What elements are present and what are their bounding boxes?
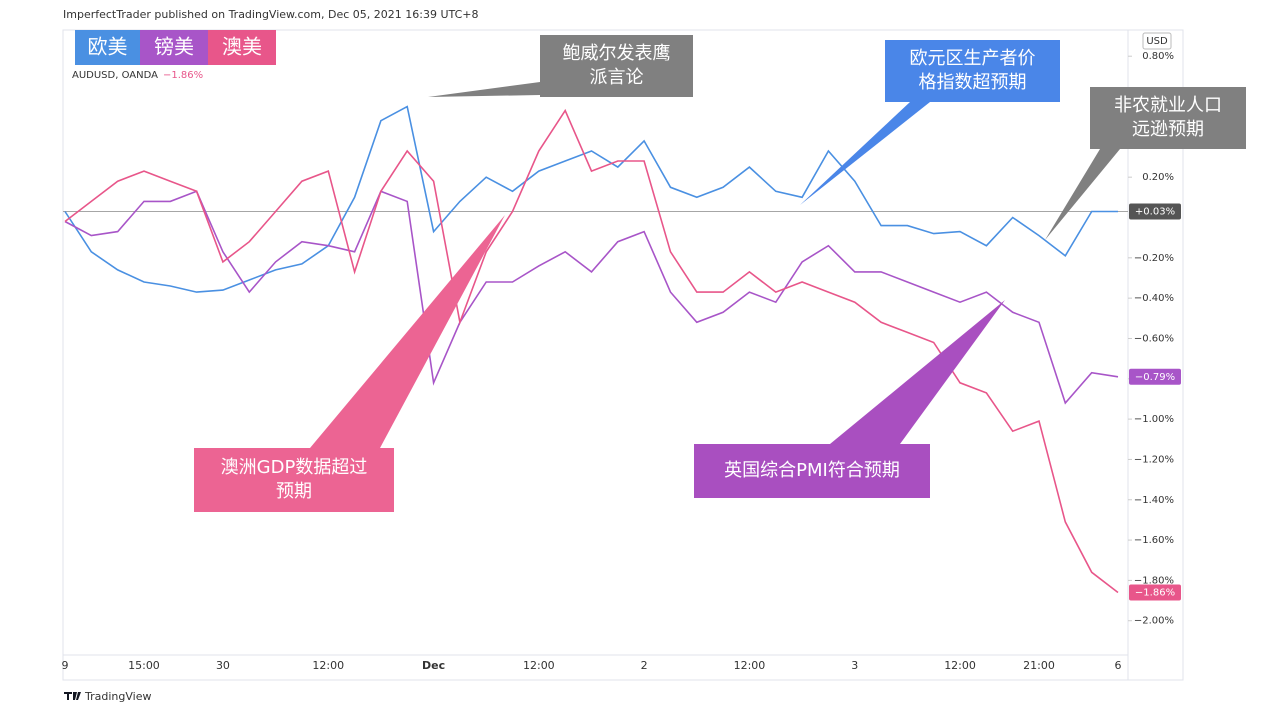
y-tick-label: −0.40% bbox=[1134, 293, 1174, 304]
series-line bbox=[64, 105, 1118, 293]
callout-pointer bbox=[800, 102, 930, 205]
x-tick-label: 6 bbox=[1115, 659, 1122, 672]
y-tick-label: −2.00% bbox=[1134, 616, 1174, 627]
callout-box bbox=[885, 40, 1060, 102]
unit-box bbox=[1142, 32, 1172, 50]
x-tick-label: 15:00 bbox=[128, 659, 160, 672]
last-value-label: +0.03% bbox=[1135, 206, 1175, 217]
callout-text: 派言论 bbox=[590, 67, 644, 88]
y-tick-label: −1.80% bbox=[1134, 575, 1174, 586]
x-tick-label: 2 bbox=[641, 659, 648, 672]
callout-box bbox=[694, 444, 930, 498]
callout-text: 远逊预期 bbox=[1132, 119, 1204, 140]
x-tick-label: 21:00 bbox=[1023, 659, 1055, 672]
callout-box bbox=[1090, 87, 1246, 149]
callout-text: 英国综合PMI符合预期 bbox=[724, 460, 900, 481]
callout-pointer bbox=[428, 82, 540, 97]
symbol: AUDUSD, OANDA bbox=[72, 70, 158, 81]
callout-text: 鲍威尔发表鹰 bbox=[563, 43, 671, 64]
y-tick-label: −1.40% bbox=[1134, 495, 1174, 506]
y-tick-label: −0.20% bbox=[1134, 253, 1174, 264]
footer: TradingView bbox=[84, 690, 151, 703]
frame bbox=[62, 29, 1184, 681]
legend-label: 镑美 bbox=[154, 35, 194, 59]
last-value-tag bbox=[1129, 203, 1181, 220]
x-tick-label: 3 bbox=[851, 659, 858, 672]
callout-pointer bbox=[1045, 149, 1120, 240]
y-tick-label: 0.20% bbox=[1142, 172, 1174, 183]
x-tick-label: 12:00 bbox=[734, 659, 766, 672]
y-tick-label: −0.60% bbox=[1134, 333, 1174, 344]
x-tick-label: Dec bbox=[422, 659, 445, 672]
callout-pointer bbox=[310, 215, 505, 448]
unit-label: USD bbox=[1146, 36, 1168, 47]
x-tick-label: 12:00 bbox=[523, 659, 555, 672]
legend-label: 澳美 bbox=[222, 35, 262, 59]
legend-swatch bbox=[208, 30, 276, 65]
callout-pointer bbox=[830, 300, 1005, 444]
callout-text: 格指数超预期 bbox=[919, 72, 1027, 93]
symbol-change: −1.86% bbox=[163, 70, 203, 81]
x-tick-label: 30 bbox=[216, 659, 230, 672]
series-line bbox=[64, 190, 1119, 405]
header: ImperfectTrader published on TradingView… bbox=[63, 8, 478, 21]
legend-swatch bbox=[75, 30, 140, 65]
y-tick-label: −1.20% bbox=[1134, 454, 1174, 465]
callout-box bbox=[540, 35, 693, 97]
y-tick-label: 0.80% bbox=[1142, 51, 1174, 62]
last-value-tag bbox=[1129, 368, 1181, 385]
legend-label: 欧美 bbox=[88, 35, 128, 59]
y-tick-label: −1.60% bbox=[1134, 535, 1174, 546]
callout-text: 非农就业人口 bbox=[1114, 95, 1222, 116]
x-tick-label: 12:00 bbox=[312, 659, 344, 672]
callout-box bbox=[194, 448, 394, 512]
x-tick-label: 9 bbox=[62, 659, 69, 672]
callout-text: 欧元区生产者价 bbox=[910, 48, 1036, 69]
legend-swatch bbox=[140, 30, 208, 65]
last-value-label: −0.79% bbox=[1135, 372, 1175, 383]
callout-text: 预期 bbox=[276, 481, 312, 502]
logo bbox=[64, 692, 81, 700]
last-value-tag bbox=[1129, 584, 1181, 601]
callout-text: 澳洲GDP数据超过 bbox=[221, 457, 368, 478]
x-tick-label: 12:00 bbox=[944, 659, 976, 672]
last-value-label: −1.86% bbox=[1135, 588, 1175, 599]
y-tick-label: −1.00% bbox=[1134, 414, 1174, 425]
